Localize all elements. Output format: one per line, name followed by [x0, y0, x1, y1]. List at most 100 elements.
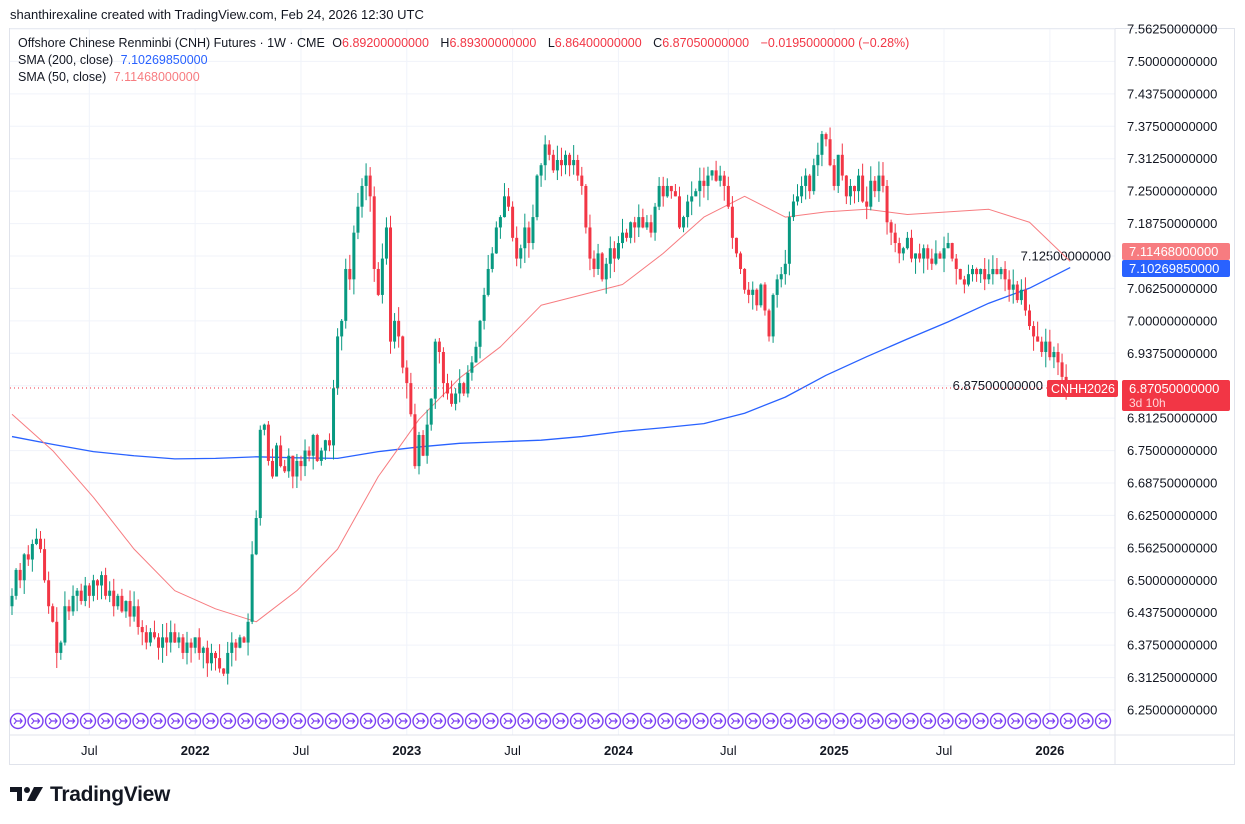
candle-up[interactable]: [323, 440, 327, 451]
candle-up[interactable]: [466, 372, 470, 394]
candle-up[interactable]: [791, 201, 795, 218]
candle-down[interactable]: [181, 637, 185, 653]
candle-up[interactable]: [718, 175, 722, 181]
candle-down[interactable]: [918, 253, 922, 259]
candle-down[interactable]: [26, 554, 30, 560]
candle-down[interactable]: [584, 185, 588, 228]
candle-up[interactable]: [686, 201, 690, 218]
candle-up[interactable]: [905, 237, 909, 249]
candle-down[interactable]: [730, 206, 734, 238]
candle-down[interactable]: [763, 284, 767, 311]
candle-up[interactable]: [364, 175, 368, 186]
candle-up[interactable]: [820, 134, 824, 155]
candle-up[interactable]: [751, 289, 755, 295]
candle-down[interactable]: [1023, 289, 1027, 311]
candle-down[interactable]: [950, 243, 954, 259]
candle-down[interactable]: [1003, 268, 1007, 280]
candle-down[interactable]: [661, 185, 665, 197]
candle-down[interactable]: [995, 268, 999, 275]
candle-down[interactable]: [368, 175, 372, 197]
candle-down[interactable]: [714, 170, 718, 181]
candle-down[interactable]: [409, 383, 413, 415]
candle-up[interactable]: [193, 637, 197, 648]
candle-up[interactable]: [971, 268, 975, 275]
candle-up[interactable]: [295, 460, 299, 477]
candle-up[interactable]: [254, 518, 258, 555]
candle-up[interactable]: [934, 253, 938, 264]
candle-down[interactable]: [507, 196, 511, 207]
candle-down[interactable]: [739, 253, 743, 269]
candle-up[interactable]: [425, 424, 429, 456]
candle-down[interactable]: [291, 455, 295, 477]
candle-down[interactable]: [401, 336, 405, 368]
candle-down[interactable]: [389, 227, 393, 342]
candle-down[interactable]: [909, 237, 913, 259]
candle-up[interactable]: [608, 248, 612, 264]
candle-down[interactable]: [580, 175, 584, 186]
candle-up[interactable]: [161, 637, 165, 648]
candle-down[interactable]: [152, 632, 156, 638]
candle-up[interactable]: [311, 435, 315, 456]
candle-down[interactable]: [551, 154, 555, 171]
candle-down[interactable]: [600, 253, 604, 280]
candle-down[interactable]: [747, 289, 751, 295]
candle-up[interactable]: [706, 175, 710, 186]
candle-up[interactable]: [942, 248, 946, 259]
candle-up[interactable]: [132, 606, 136, 617]
candle-up[interactable]: [384, 227, 388, 259]
candle-up[interactable]: [979, 268, 983, 275]
candle-up[interactable]: [616, 243, 620, 259]
candle-up[interactable]: [539, 165, 543, 176]
candle-up[interactable]: [177, 637, 181, 643]
candle-down[interactable]: [397, 320, 401, 337]
candle-up[interactable]: [486, 268, 490, 295]
candle-down[interactable]: [38, 538, 42, 550]
candle-down[interactable]: [511, 206, 515, 238]
candle-up[interactable]: [645, 222, 649, 228]
candle-down[interactable]: [104, 575, 108, 596]
candle-up[interactable]: [100, 575, 104, 586]
candle-up[interactable]: [417, 435, 421, 467]
candle-down[interactable]: [824, 134, 828, 140]
candle-down[interactable]: [673, 191, 677, 197]
candle-up[interactable]: [332, 388, 336, 446]
candle-up[interactable]: [91, 580, 95, 596]
candle-down[interactable]: [307, 450, 311, 456]
candle-up[interactable]: [22, 554, 26, 581]
candle-up[interactable]: [987, 274, 991, 280]
candle-down[interactable]: [1015, 284, 1019, 301]
candle-up[interactable]: [787, 217, 791, 264]
candle-up[interactable]: [482, 294, 486, 321]
candle-down[interactable]: [702, 180, 706, 186]
candle-down[interactable]: [649, 222, 653, 233]
candle-down[interactable]: [348, 268, 352, 280]
tradingview-logo[interactable]: TradingView: [10, 783, 170, 807]
candle-down[interactable]: [840, 154, 844, 176]
candle-down[interactable]: [450, 393, 454, 404]
candle-down[interactable]: [897, 243, 901, 254]
candle-up[interactable]: [1011, 284, 1015, 290]
candle-down[interactable]: [197, 637, 201, 653]
candle-down[interactable]: [612, 248, 616, 259]
candle-down[interactable]: [299, 460, 303, 467]
candle-up[interactable]: [531, 217, 535, 244]
candle-up[interactable]: [698, 180, 702, 192]
candle-up[interactable]: [490, 253, 494, 269]
candle-up[interactable]: [682, 217, 686, 228]
candle-down[interactable]: [1040, 341, 1044, 352]
candle-down[interactable]: [873, 180, 877, 192]
candle-up[interactable]: [966, 274, 970, 285]
candle-up[interactable]: [877, 175, 881, 192]
candle-down[interactable]: [445, 383, 449, 394]
candle-down[interactable]: [18, 569, 22, 581]
candle-up[interactable]: [63, 606, 67, 643]
candle-down[interactable]: [677, 196, 681, 228]
candle-down[interactable]: [234, 642, 238, 648]
candle-up[interactable]: [433, 341, 437, 399]
candle-down[interactable]: [559, 160, 563, 166]
candle-up[interactable]: [275, 445, 279, 477]
candle-up[interactable]: [922, 248, 926, 259]
candle-up[interactable]: [10, 595, 14, 607]
candle-down[interactable]: [421, 435, 425, 456]
